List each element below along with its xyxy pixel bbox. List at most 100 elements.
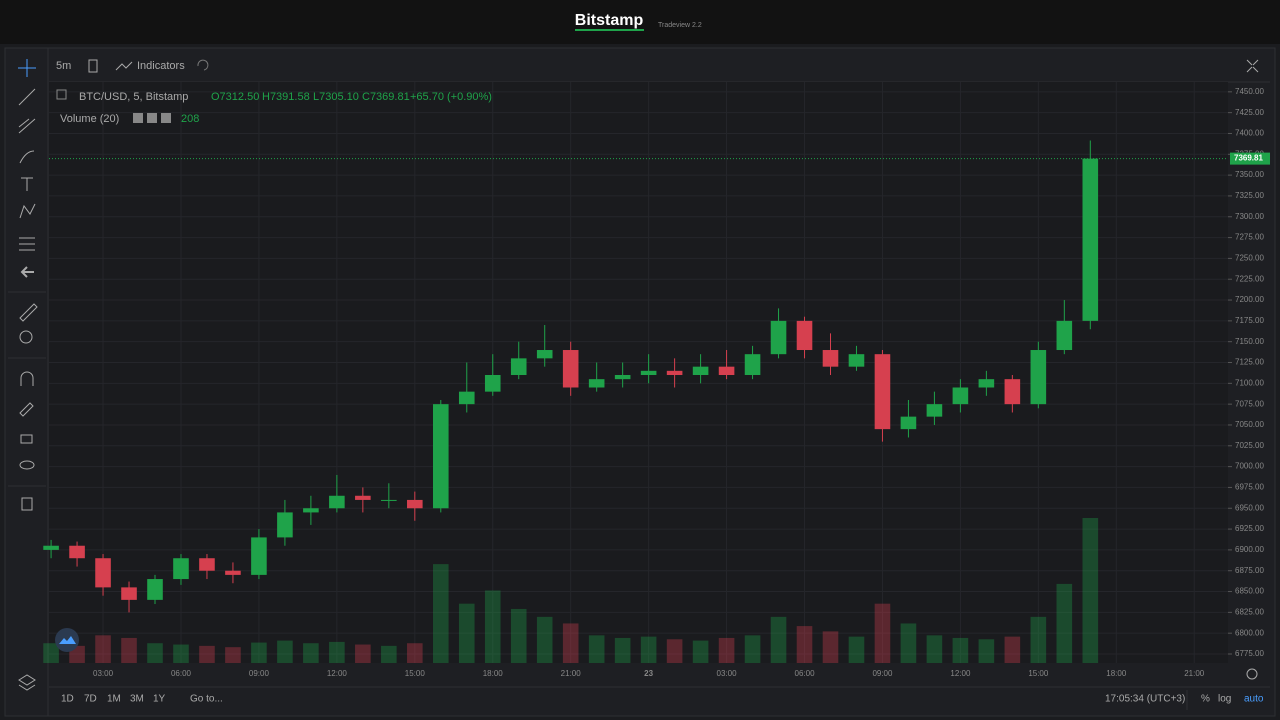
x-tick-label: 12:00 (327, 669, 348, 678)
candle-body (796, 320, 813, 351)
range-button[interactable]: 1Y (153, 694, 166, 705)
candle-body (926, 404, 943, 417)
candle-body (900, 416, 917, 430)
candle-body (952, 387, 969, 405)
candle-body (978, 379, 995, 388)
version: Tradeview 2.2 (658, 22, 702, 29)
y-tick-label: 7000.00 (1235, 462, 1264, 471)
candle-body (69, 545, 85, 559)
y-tick-label: 7350.00 (1235, 170, 1264, 179)
volume-bar (1004, 636, 1021, 663)
volume-bar (121, 637, 137, 663)
log-button[interactable]: log (1218, 694, 1231, 705)
candle-body (1082, 158, 1099, 321)
indicators-button[interactable]: Indicators (137, 60, 185, 72)
volume-close[interactable] (161, 113, 171, 123)
candle-icon[interactable] (88, 59, 98, 73)
volume-settings[interactable] (147, 113, 157, 123)
candle-body (718, 366, 735, 375)
text-tool[interactable] (21, 177, 33, 191)
volume-settings[interactable] (133, 113, 143, 123)
layers-tool[interactable] (18, 674, 36, 691)
ohlc-low: L7305.10 (313, 91, 359, 103)
logo-icon (59, 636, 76, 644)
logo-button[interactable] (55, 628, 79, 652)
x-tick-label: 15:00 (405, 669, 426, 678)
trash-tool[interactable] (21, 497, 33, 511)
candle-body (1030, 350, 1047, 405)
eye-tool[interactable] (19, 460, 35, 470)
interval-button[interactable]: 5m (56, 60, 71, 72)
x-tick-label: 15:00 (1028, 669, 1049, 678)
y-tick-label: 7100.00 (1235, 378, 1264, 387)
series: 7450.007425.007400.007375.007350.007325.… (43, 82, 1270, 678)
zoom-tool[interactable] (19, 330, 33, 344)
y-tick-label: 7300.00 (1235, 212, 1264, 221)
volume-bar (848, 636, 865, 663)
volume-bar (329, 641, 345, 663)
volume-bar (640, 636, 657, 663)
brush-tool[interactable] (19, 150, 35, 164)
plot-area (49, 82, 1228, 663)
y-tick-label: 7250.00 (1235, 254, 1264, 263)
volume-bar (926, 635, 943, 663)
indicators-icon[interactable] (115, 61, 133, 71)
y-tick-label: 6800.00 (1235, 628, 1264, 637)
volume-bar (173, 644, 189, 663)
auto-button[interactable]: auto (1244, 694, 1264, 705)
candle-body (303, 508, 319, 513)
candle-body (510, 358, 527, 375)
range-button[interactable]: 3M (130, 694, 144, 705)
fullscreen-icon[interactable] (1246, 59, 1259, 73)
y-tick-label: 6900.00 (1235, 545, 1264, 554)
x-tick-label: 09:00 (872, 669, 893, 678)
prediction-tool[interactable] (19, 237, 35, 251)
candle-body (822, 350, 839, 367)
candle-body (121, 587, 137, 600)
y-tick-label: 7050.00 (1235, 420, 1264, 429)
percent-button[interactable]: % (1201, 694, 1210, 705)
y-tick-label: 7425.00 (1235, 108, 1264, 117)
y-tick-label: 6925.00 (1235, 524, 1264, 533)
y-tick-label: 7325.00 (1235, 191, 1264, 200)
volume-bar (251, 642, 267, 663)
measure-tool[interactable] (19, 303, 38, 322)
pattern-tool[interactable] (19, 203, 36, 219)
goto-button[interactable]: Go to... (190, 694, 223, 705)
trendline-tool[interactable] (18, 88, 36, 106)
candle-body (407, 499, 423, 509)
volume-bar (1056, 583, 1073, 663)
volume-bar (484, 590, 501, 663)
volume-bar (1030, 616, 1047, 663)
y-tick-label: 7225.00 (1235, 274, 1264, 283)
y-tick-label: 6825.00 (1235, 607, 1264, 616)
undo-icon[interactable] (197, 59, 209, 71)
back-tool[interactable] (20, 266, 34, 278)
x-tick-label: 12:00 (950, 669, 971, 678)
range-button[interactable]: 1D (61, 694, 74, 705)
clock: 17:05:34 (UTC+3) (1105, 694, 1185, 705)
crosshair-tool[interactable] (18, 59, 36, 77)
ohlc-change: +65.70 (+0.90%) (410, 91, 492, 103)
candle-body (147, 579, 163, 600)
lock-draw-tool[interactable] (19, 402, 34, 417)
fib-tool[interactable] (18, 118, 36, 134)
volume-bar (614, 637, 631, 663)
collapse-icon[interactable] (56, 89, 67, 100)
ohlc-high: H7391.58 (262, 91, 310, 103)
y-tick-label: 7200.00 (1235, 295, 1264, 304)
candle-body (95, 558, 111, 588)
candle-body (848, 354, 865, 367)
range-button[interactable]: 1M (107, 694, 121, 705)
settings-icon[interactable] (1246, 668, 1258, 680)
volume-bar (588, 635, 605, 663)
magnet-tool[interactable] (20, 371, 34, 386)
candle-body (329, 495, 345, 509)
volume-bar (770, 616, 787, 663)
volume-bar (355, 644, 371, 663)
range-button[interactable]: 7D (84, 694, 97, 705)
lock-tool[interactable] (20, 434, 33, 444)
volume-bar (95, 635, 111, 663)
left-toolbar (8, 59, 46, 691)
volume-bar (510, 608, 527, 663)
